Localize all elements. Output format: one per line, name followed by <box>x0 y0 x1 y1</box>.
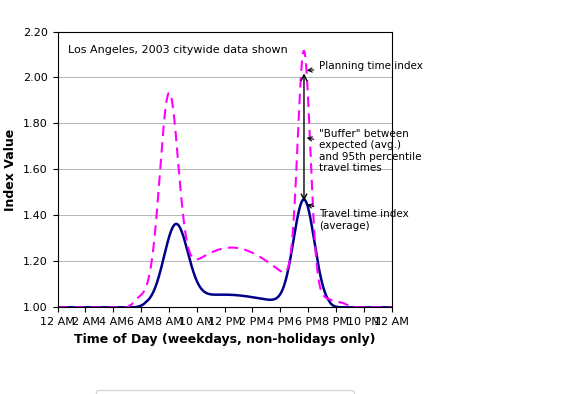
Text: Los Angeles, 2003 citywide data shown: Los Angeles, 2003 citywide data shown <box>67 45 287 55</box>
Travel Time <box>128 305 135 310</box>
X-axis label: Time of Day (weekdays, non-holidays only): Time of Day (weekdays, non-holidays only… <box>74 333 376 346</box>
Line: Travel Time: Travel Time <box>58 199 392 307</box>
Planning Time <box>54 305 61 310</box>
Planning Time <box>359 305 366 310</box>
Travel Time <box>388 305 395 310</box>
Planning Time <box>330 298 337 303</box>
Travel Time <box>54 305 61 310</box>
Planning Time <box>301 48 308 53</box>
Travel Time <box>185 253 192 258</box>
Text: Planning time index: Planning time index <box>308 61 423 72</box>
Line: Planning Time: Planning Time <box>58 51 392 307</box>
Planning Time <box>194 257 200 262</box>
Travel Time <box>359 305 366 310</box>
Planning Time <box>128 302 135 307</box>
Planning Time <box>388 305 395 310</box>
Legend: Travel Time, Planning Time: Travel Time, Planning Time <box>96 390 354 394</box>
Planning Time <box>185 247 192 252</box>
Y-axis label: Index Value: Index Value <box>5 128 17 210</box>
Travel Time <box>330 303 337 308</box>
Travel Time <box>194 279 200 283</box>
Planning Time <box>275 267 282 272</box>
Travel Time <box>301 197 308 202</box>
Travel Time <box>275 294 282 299</box>
Text: Travel time index
(average): Travel time index (average) <box>308 204 409 231</box>
Text: "Buffer" between
expected (avg.)
and 95th percentile
travel times: "Buffer" between expected (avg.) and 95t… <box>308 128 422 173</box>
